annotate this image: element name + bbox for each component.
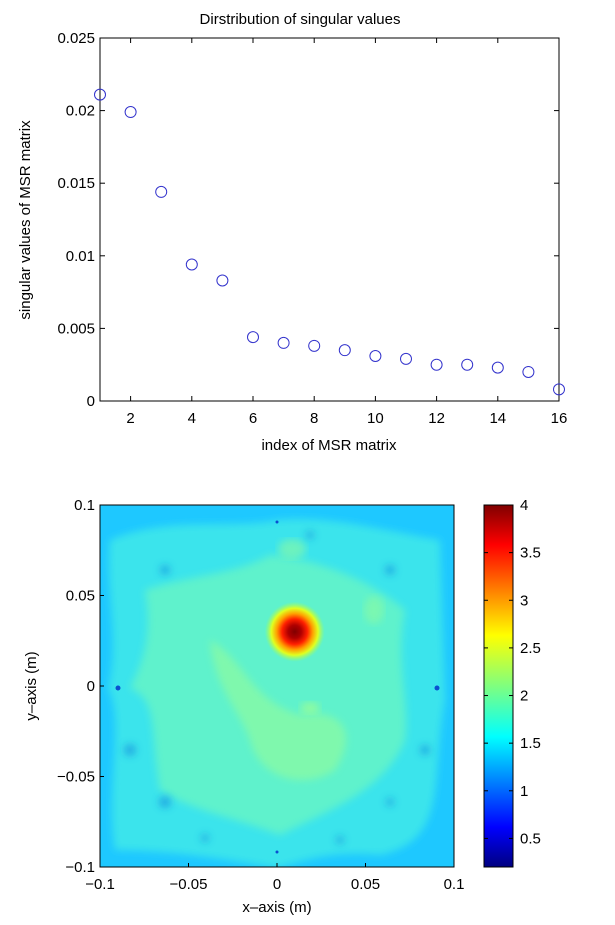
scatter-points [94,88,565,396]
colorbar [483,504,514,868]
scatter-y-tick-label: 0 [87,393,95,410]
scatter-point [369,349,382,362]
scatter-point [185,258,198,271]
colorbar-tick-labels: 0.5 1 1.5 2 2.5 3 3.5 4 [484,497,541,847]
heatmap-x-tick-label: 0.05 [351,876,380,893]
scatter-point [216,274,229,287]
scatter-point [94,88,106,101]
scatter-point [461,358,474,371]
scatter-y-tick-label: 0.025 [57,30,95,47]
heatmap-x-tick-labels: −0.1 −0.05 0 0.05 0.1 [85,863,464,893]
scatter-x-tick-label: 10 [367,410,384,427]
scatter-point [277,336,290,349]
heatmap-y-tick-label: −0.05 [57,769,95,786]
heatmap-x-tick-label: −0.05 [170,876,208,893]
colorbar-tick-label: 2 [520,688,528,705]
colorbar-tick-label: 0.5 [520,830,541,847]
heatmap-y-tick-label: 0.05 [66,588,95,605]
chart-title: Dirstribution of singular values [200,11,401,28]
colorbar-tick-label: 3.5 [520,545,541,562]
scatter-point [553,383,565,396]
heatmap-y-axis-label: y–axis (m) [23,651,40,720]
heatmap-y-tick-label: 0.1 [74,497,95,514]
colorbar-tick-label: 1 [520,783,528,800]
heatmap-chart: −0.1 −0.05 0 0.05 0.1 −0.1 −0.05 0 0.05 0.1 x–ax… [23,497,541,916]
scatter-plot-frame [99,37,560,402]
scatter-y-tick-label: 0.005 [57,320,95,337]
scatter-x-tick-label: 4 [188,410,196,427]
heatmap-x-tick-label: 0 [273,876,281,893]
heatmap-y-tick-label: −0.1 [65,859,95,876]
colorbar-tick-label: 1.5 [520,735,541,752]
scatter-point [491,361,504,374]
heatmap-y-tick-label: 0 [87,678,95,695]
heatmap-x-axis-label: x–axis (m) [242,899,311,916]
scatter-point [308,339,321,352]
scatter-x-tick-label: 14 [489,410,506,427]
scatter-y-axis-label: singular values of MSR matrix [17,120,34,320]
scatter-point [430,358,443,371]
heatmap-image [100,505,454,867]
heatmap-x-tick-label: 0.1 [444,876,465,893]
heatmap-peak [264,601,325,662]
scatter-y-tick-labels: 0 0.005 0.01 0.015 0.02 0.025 [57,30,559,410]
scatter-x-tick-labels: 2 4 6 8 10 12 14 16 [126,38,567,427]
scatter-x-tick-label: 2 [126,410,134,427]
heatmap-y-tick-labels: −0.1 −0.05 0 0.05 0.1 [57,497,104,876]
scatter-point [247,331,259,344]
scatter-x-tick-label: 12 [428,410,445,427]
scatter-point [338,344,351,357]
scatter-x-tick-label: 8 [310,410,318,427]
scatter-x-axis-label: index of MSR matrix [261,437,397,454]
scatter-y-tick-label: 0.01 [66,248,95,265]
scatter-y-tick-label: 0.015 [57,175,95,192]
scatter-point [124,106,137,119]
colorbar-tick-label: 2.5 [520,640,541,657]
scatter-point [400,352,412,365]
scatter-x-tick-label: 16 [551,410,568,427]
heatmap-x-tick-label: −0.1 [85,876,115,893]
colorbar-tick-label: 4 [520,497,528,514]
scatter-x-tick-label: 6 [249,410,257,427]
colorbar-tick-label: 3 [520,592,528,609]
scatter-y-tick-label: 0.02 [66,103,95,120]
scatter-point [155,185,168,198]
scatter-point [522,365,535,378]
scatter-chart: Dirstribution of singular values 2 4 6 8 10 1… [17,11,567,454]
